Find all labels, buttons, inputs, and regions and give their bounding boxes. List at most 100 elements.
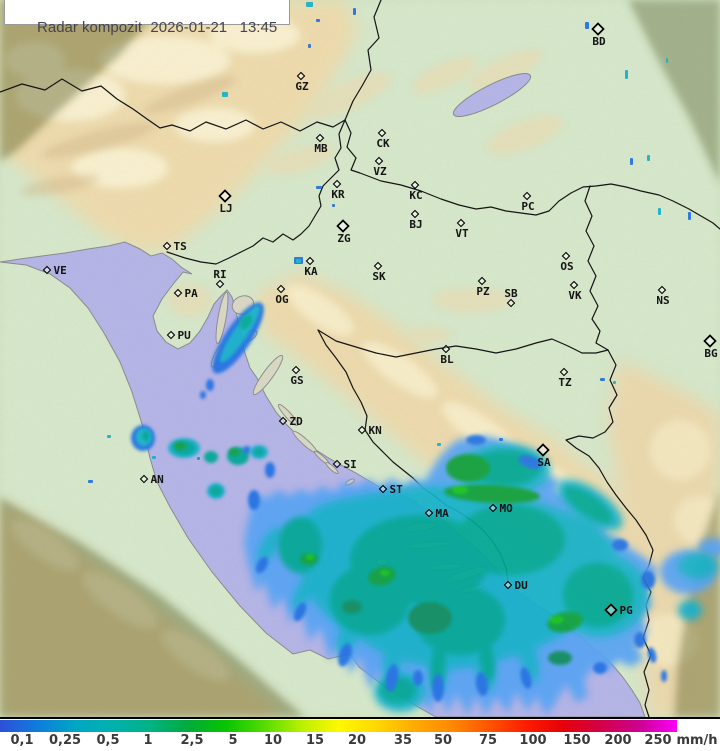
station-marker-icon (215, 279, 225, 289)
station-label: OG (275, 293, 289, 306)
station-MA: MA (424, 507, 450, 520)
station-marker-icon (336, 219, 350, 233)
station-marker-icon (424, 508, 434, 518)
station-label: KN (369, 424, 382, 437)
station-marker-icon (173, 288, 183, 298)
legend-value: 5 (228, 733, 238, 748)
station-PU: PU (166, 329, 192, 342)
station-label: NS (656, 294, 669, 307)
station-marker-icon (410, 209, 420, 219)
station-DU: DU (503, 579, 529, 592)
station-VT: VT (455, 218, 469, 240)
station-label: DU (515, 579, 529, 592)
station-BD: BD (591, 22, 606, 48)
station-label: PU (178, 329, 192, 342)
station-label: SI (344, 458, 357, 471)
station-GS: GS (290, 365, 304, 387)
station-label: ST (390, 483, 404, 496)
station-label: VZ (373, 165, 387, 178)
station-VZ: VZ (373, 156, 387, 178)
legend-value: 15 (305, 733, 325, 748)
station-label: BJ (409, 218, 422, 231)
station-label: PC (521, 200, 534, 213)
legend-value: 100 (519, 733, 547, 748)
station-marker-icon (377, 128, 387, 138)
station-label: AN (151, 473, 164, 486)
station-label: MA (436, 507, 450, 520)
station-marker-icon (456, 218, 466, 228)
station-marker-icon (441, 344, 451, 354)
station-BL: BL (440, 344, 454, 366)
radar-map: GZ BD MB CK VZ KR KC LJ BJ ZG TS VE RI PA OG KA SK PC VT OS… (0, 0, 720, 717)
station-CK: CK (376, 128, 390, 150)
station-MO: MO (488, 502, 514, 515)
station-label: OS (560, 260, 573, 273)
station-VK: VK (568, 280, 582, 302)
station-label: CK (376, 137, 390, 150)
station-PC: PC (521, 191, 535, 213)
station-marker-icon (42, 265, 52, 275)
station-marker-icon (162, 241, 172, 251)
legend-value: 20 (347, 733, 367, 748)
station-marker-icon (477, 276, 487, 286)
station-KN: KN (357, 424, 382, 437)
station-label: TS (174, 240, 187, 253)
station-marker-icon (410, 180, 420, 190)
station-marker-icon (604, 603, 618, 617)
station-marker-icon (488, 503, 498, 513)
station-marker-icon (503, 580, 513, 590)
station-marker-icon (373, 261, 383, 271)
station-PA: PA (173, 287, 199, 300)
station-label: SB (504, 287, 518, 300)
station-marker-icon (569, 280, 579, 290)
station-marker-icon (506, 298, 516, 308)
station-label: VT (455, 227, 469, 240)
station-KR: KR (331, 179, 345, 201)
station-marker-icon (703, 334, 717, 348)
station-label: VE (54, 264, 67, 277)
legend-value: 150 (563, 733, 591, 748)
station-ST: ST (378, 483, 404, 496)
station-OS: OS (560, 251, 574, 273)
station-marker-icon (305, 256, 315, 266)
station-GZ: GZ (295, 71, 309, 93)
station-markers: GZ BD MB CK VZ KR KC LJ BJ ZG TS VE RI PA OG KA SK PC VT OS… (42, 22, 718, 617)
station-marker-icon (332, 459, 342, 469)
legend-value: 0,1 (10, 733, 34, 748)
station-PZ: PZ (476, 276, 490, 298)
legend-value: 0,25 (48, 733, 82, 748)
station-SK: SK (372, 261, 386, 283)
station-label: GS (290, 374, 303, 387)
station-marker-icon (332, 179, 342, 189)
station-label: BD (592, 35, 606, 48)
station-marker-icon (561, 251, 571, 261)
station-ZD: ZD (278, 415, 303, 428)
station-label: RI (213, 268, 226, 281)
station-label: KC (409, 189, 422, 202)
station-label: MB (314, 142, 328, 155)
station-VE: VE (42, 264, 67, 277)
station-label: VK (568, 289, 582, 302)
station-label: MO (500, 502, 514, 515)
title-bar: Radar kompozit 2026-01-21 13:45 (4, 0, 291, 36)
station-marker-icon (657, 285, 667, 295)
legend-value: 200 (604, 733, 632, 748)
legend-value: 1 (143, 733, 153, 748)
station-marker-icon (536, 443, 550, 457)
legend-value: 10 (263, 733, 283, 748)
station-ZG: ZG (336, 219, 351, 245)
station-label: BL (440, 353, 454, 366)
station-label: LJ (219, 202, 232, 215)
station-marker-icon (291, 365, 301, 375)
station-SA: SA (536, 443, 551, 469)
station-label: PZ (476, 285, 490, 298)
station-KC: KC (409, 180, 423, 202)
station-BG: BG (703, 334, 718, 360)
station-marker-icon (522, 191, 532, 201)
station-AN: AN (139, 473, 164, 486)
grain-overlay (0, 0, 720, 717)
legend-color-bar (0, 720, 677, 732)
station-label: PA (185, 287, 199, 300)
station-OG: OG (275, 284, 289, 306)
